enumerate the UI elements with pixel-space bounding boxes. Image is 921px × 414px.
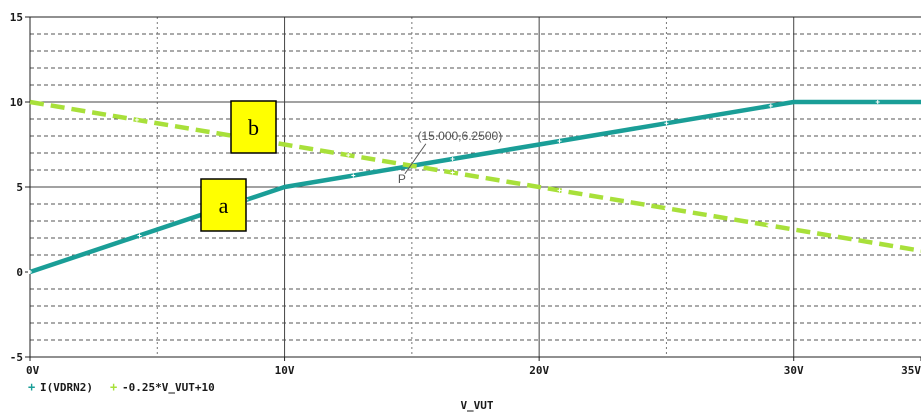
y-tick-label: 10 [10,96,23,109]
legend-label-1: I(VDRN2) [40,381,93,394]
callout-label: a [219,193,229,218]
series-1-marker [137,233,142,238]
legend: + I(VDRN2) + -0.25*V_VUT+10 [28,380,215,394]
legend-label-2: -0.25*V_VUT+10 [122,381,215,394]
x-tick-label: 30V [784,364,804,377]
series-2-marker [664,206,669,211]
series-1-marker [450,156,455,161]
callouts: ab [200,100,277,232]
series-1-marker [351,173,356,178]
intersection-point-label: P [398,172,406,186]
callout-b: b [230,100,277,154]
x-tick-label: 0V [26,364,40,377]
legend-marker-2: + [110,380,117,394]
callout-box [200,178,247,232]
axes [25,16,921,361]
y-tick-label: 5 [16,181,23,194]
x-tick-label: 20V [529,364,549,377]
x-tick-label: 35V [901,364,921,377]
intersection-coordinate-label: (15.000,6.2500) [417,129,502,143]
callout-label: b [248,115,259,140]
series-2-marker [450,170,455,175]
x-tick-label: 10V [275,364,295,377]
grid [30,17,921,357]
series-1-marker [768,103,773,108]
legend-marker-1: + [28,380,35,394]
series-1-marker [664,121,669,126]
series-1-marker [557,139,562,144]
series-2-marker [346,153,351,158]
callout-a: a [200,178,247,232]
series-1-marker [875,100,880,104]
series-2-marker [557,188,562,193]
y-tick-label: -5 [10,351,23,364]
annotations: (15.000,6.2500) P [398,129,502,186]
series-1-marker [28,270,32,274]
series-line-2 [29,99,921,253]
callout-box [230,100,277,154]
y-tick-label: 0 [16,266,23,279]
y-tick-label: 15 [10,11,23,24]
series-2-marker [134,117,139,122]
x-axis-label: V_VUT [460,399,493,412]
series-2-marker [766,223,771,228]
tick-labels: 15 10 5 0 -50V 10V 20V 30V 35V [10,11,921,377]
annotation-leader [404,143,427,175]
